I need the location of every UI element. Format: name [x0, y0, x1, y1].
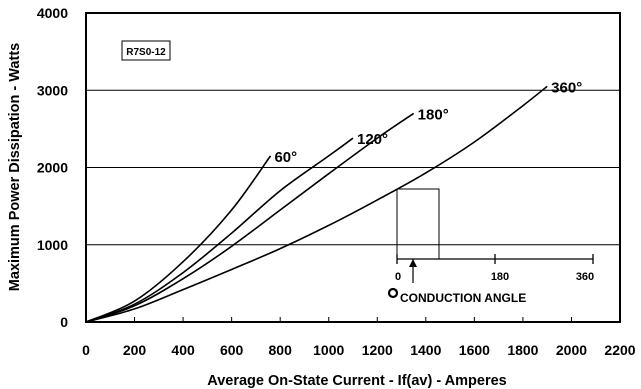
- x-tick-label-9: 1800: [507, 342, 538, 358]
- y-ticks: 0 1000 2000 3000 4000: [37, 5, 68, 330]
- inset-legend-text: CONDUCTION ANGLE: [400, 291, 526, 305]
- inset-waveform-box: [396, 188, 440, 260]
- x-tick-label-2: 400: [171, 342, 195, 358]
- device-tag-text: R7S0-12: [126, 47, 166, 58]
- conduction-inset: 0 180 360 CONDUCTION ANGLE: [387, 188, 594, 305]
- x-tick-label-11: 2200: [604, 342, 635, 358]
- x-tick-label-10: 2000: [556, 342, 587, 358]
- y-axis-title: Maximum Power Dissipation - Watts: [7, 43, 23, 291]
- series-label-0: 60°: [274, 149, 297, 166]
- inset-scale-label-0: 0: [395, 271, 401, 283]
- plot-frame: [85, 12, 621, 323]
- y-tick-label-3: 3000: [37, 82, 68, 98]
- x-tick-label-8: 1600: [459, 342, 490, 358]
- x-tick-label-7: 1400: [410, 342, 441, 358]
- x-tick-label-3: 600: [220, 342, 244, 358]
- device-tag: R7S0-12: [121, 40, 171, 61]
- inset-scale-label-360: 360: [576, 271, 594, 283]
- x-ticks: 0 200 400 600 800 1000 1200 1400 1600 1800 2000 220…: [82, 317, 636, 358]
- series-line-0: [85, 155, 272, 323]
- series-label-1: 120°: [357, 131, 388, 148]
- series-label-3: 360°: [551, 79, 582, 96]
- inset-legend-marker: [387, 287, 399, 299]
- device-tag-box: [121, 40, 171, 61]
- y-tick-label-4: 4000: [37, 5, 68, 21]
- x-tick-label-4: 800: [269, 342, 293, 358]
- grid: [86, 89, 620, 246]
- series-label-2: 180°: [418, 106, 449, 123]
- y-tick-label-0: 0: [60, 314, 68, 330]
- y-tick-label-1: 1000: [37, 237, 68, 253]
- x-tick-label-5: 1000: [313, 342, 344, 358]
- series-line-2: [85, 112, 415, 323]
- y-tick-label-2: 2000: [37, 160, 68, 176]
- x-tick-label-6: 1200: [362, 342, 393, 358]
- series-curves: [85, 85, 548, 323]
- inset-scale-label-180: 180: [491, 271, 509, 283]
- x-tick-label-0: 0: [82, 342, 90, 358]
- x-axis-title: Average On-State Current - If(av) - Ampe…: [207, 373, 506, 389]
- x-tick-label-1: 200: [123, 342, 147, 358]
- inset-angle-arrow-head: [409, 259, 417, 267]
- series-line-3: [85, 85, 548, 323]
- series-line-1: [85, 137, 354, 323]
- series-labels: 60° 120° 180° 360°: [274, 79, 582, 166]
